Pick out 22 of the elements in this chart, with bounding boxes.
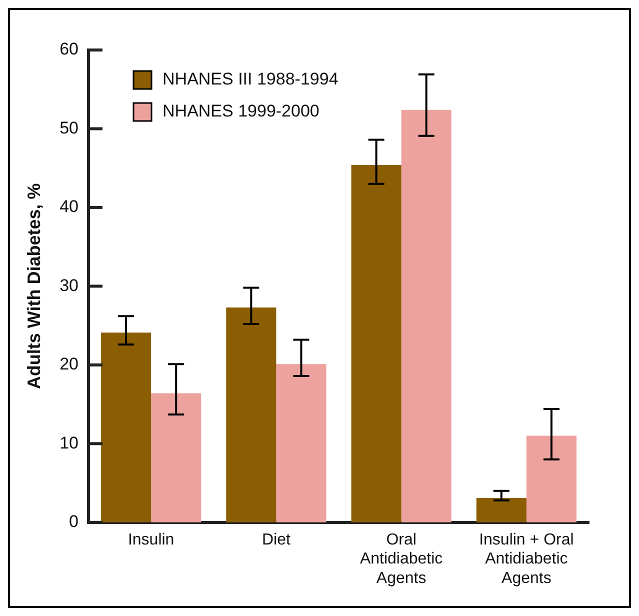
y-tick-label: 60 [60, 40, 79, 59]
legend-label: NHANES III 1988-1994 [162, 70, 338, 89]
y-tick-label: 40 [60, 197, 79, 216]
y-tick-label: 30 [60, 276, 79, 295]
y-tick-label: 20 [60, 354, 79, 374]
bar [526, 436, 576, 522]
y-tick-label: 10 [60, 433, 79, 452]
bar [276, 364, 326, 522]
bar [476, 498, 526, 522]
y-axis-title: Adults With Diabetes, % [24, 183, 44, 390]
x-tick-label: Insulin [128, 531, 174, 548]
bar [101, 332, 152, 522]
y-tick-label: 50 [60, 118, 79, 138]
x-tick-label: Insulin + Oral Antidiabetic Agents [479, 531, 574, 587]
bar [151, 393, 202, 522]
bar [401, 110, 452, 522]
x-tick-label: Diet [262, 531, 291, 548]
x-tick-label: Oral Antidiabetic Agents [360, 531, 443, 587]
legend-label: NHANES 1999-2000 [162, 102, 320, 121]
bar [351, 164, 402, 522]
y-tick-label: 0 [69, 512, 79, 532]
bar [226, 307, 276, 522]
